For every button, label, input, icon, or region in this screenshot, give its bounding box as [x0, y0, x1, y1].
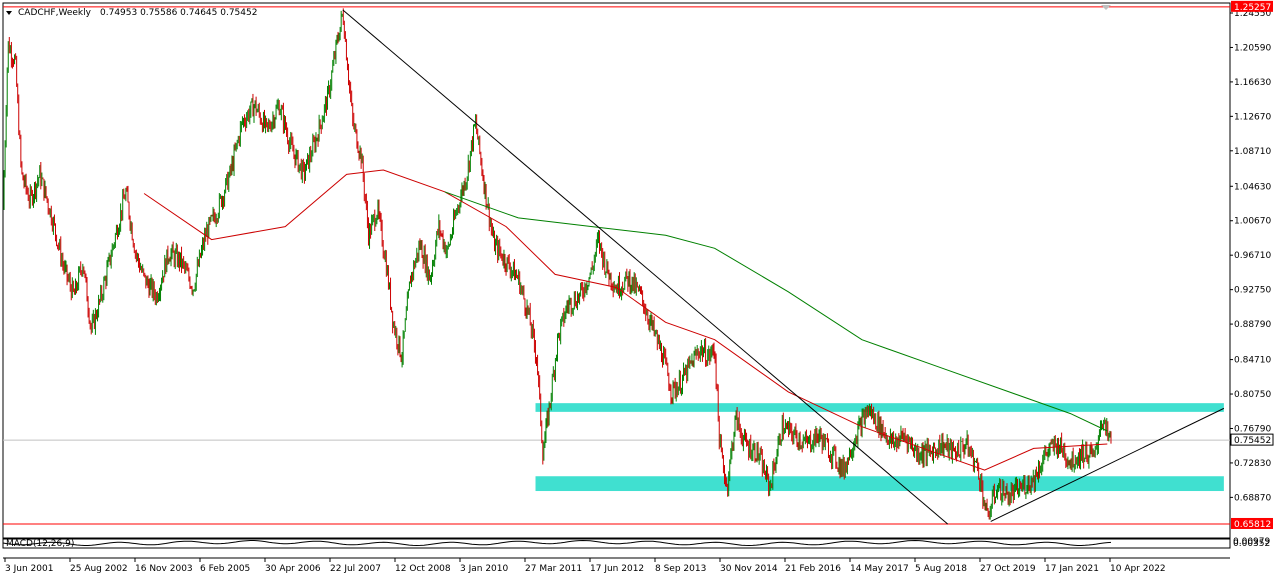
x-tick-label: 10 Apr 2022: [1110, 564, 1166, 574]
y-tick-label: 0.72830: [1234, 459, 1271, 469]
upper-level-value: 1.25257: [1234, 3, 1271, 13]
y-tick-label: 1.20590: [1234, 43, 1271, 53]
y-tick-label: 1.16630: [1234, 78, 1271, 88]
zone-1: [535, 476, 1224, 492]
current-price-value: 0.75452: [1234, 436, 1271, 446]
y-tick-label: 0.84710: [1234, 356, 1271, 366]
candles: [3, 8, 1112, 520]
y-tick-label: 1.08710: [1234, 147, 1271, 157]
x-tick-label: 16 Nov 2003: [135, 564, 193, 574]
x-tick-label: 3 Jun 2001: [5, 564, 53, 574]
x-axis-ticks: 3 Jun 2001 25 Aug 2002 16 Nov 2003 6 Feb 20…: [4, 558, 1166, 574]
lower-level-value: 0.65812: [1234, 520, 1271, 530]
y-tick-label: 1.00670: [1234, 217, 1271, 227]
y-tick-label: 0.88790: [1234, 320, 1271, 330]
moving-averages: [143, 169, 1108, 471]
y-tick-label: 0.76790: [1234, 424, 1271, 434]
y-tick-label: 0.96710: [1234, 251, 1271, 261]
y-tick-label: 0.92750: [1234, 286, 1271, 296]
x-tick-label: 27 Mar 2011: [525, 564, 582, 574]
y-tick-label: 1.04630: [1234, 182, 1271, 192]
x-tick-label: 21 Feb 2016: [785, 564, 841, 574]
x-tick-label: 30 Apr 2006: [265, 564, 321, 574]
x-tick-label: 12 Oct 2008: [395, 564, 451, 574]
main-plot-frame: [2, 2, 1231, 539]
dropdown-triangle-icon[interactable]: [6, 11, 12, 15]
y-tick-label: 0.68870: [1234, 493, 1271, 503]
horizontal-levels: [3, 6, 1230, 525]
macd-line: [2, 539, 1112, 547]
x-tick-label: 3 Jan 2010: [460, 564, 508, 574]
trendline-0: [342, 9, 949, 525]
x-tick-label: 8 Sep 2013: [655, 564, 706, 574]
x-tick-label: 14 May 2017: [850, 564, 909, 574]
x-tick-label: 17 Jan 2021: [1045, 564, 1099, 574]
trendline-1: [990, 407, 1225, 522]
ma-slow-line: [444, 191, 1108, 432]
trendlines: [342, 9, 1225, 525]
symbol-title: CADCHF,Weekly: [18, 8, 92, 18]
x-tick-label: 22 Jul 2007: [330, 564, 381, 574]
y-axis-ticks: 1.24550 1.20590 1.16630 1.12670 1.08710 1.046…: [1230, 9, 1271, 503]
lower-level-label: [1231, 517, 1273, 529]
current-price-label: [1230, 433, 1274, 446]
zone-0: [535, 403, 1224, 412]
support-resistance-zones: [535, 403, 1224, 492]
ohlc-values: 0.74953 0.75586 0.74645 0.75452: [100, 8, 257, 18]
upper-level-label: [1231, 0, 1273, 12]
chart-shift-marker-icon[interactable]: [1101, 5, 1111, 10]
x-tick-label: 25 Aug 2002: [70, 564, 128, 574]
y-tick-label: 1.24550: [1234, 9, 1271, 19]
x-tick-label: 6 Feb 2005: [200, 564, 250, 574]
ma-fast-line: [143, 169, 1108, 471]
y-tick-label: 1.12670: [1234, 112, 1271, 122]
y-tick-label: 0.80750: [1234, 390, 1271, 400]
macd-label: MACD(12,26,9): [6, 539, 74, 549]
x-tick-label: 27 Oct 2019: [980, 564, 1036, 574]
macd-axis-mid: 0.00352: [1233, 539, 1270, 549]
macd-histogram: [2, 539, 1112, 547]
macd-axis-upper: 0.00979: [1233, 537, 1270, 547]
x-tick-label: 30 Nov 2014: [720, 564, 778, 574]
x-tick-label: 17 Jun 2012: [590, 564, 644, 574]
x-tick-label: 5 Aug 2018: [915, 564, 967, 574]
